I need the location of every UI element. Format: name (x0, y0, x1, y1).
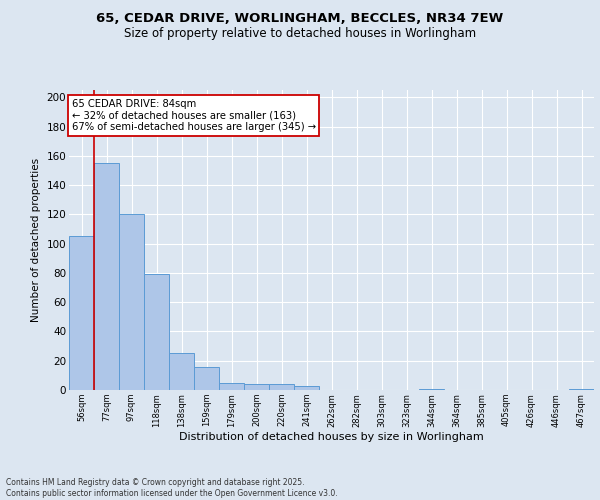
Bar (219, 382, 244, 390)
Text: 65, CEDAR DRIVE, WORLINGHAM, BECCLES, NR34 7EW: 65, CEDAR DRIVE, WORLINGHAM, BECCLES, NR… (97, 12, 503, 26)
Bar (119, 214, 144, 390)
Text: Contains HM Land Registry data © Crown copyright and database right 2025.
Contai: Contains HM Land Registry data © Crown c… (6, 478, 338, 498)
Bar (419, 388, 444, 390)
X-axis label: Distribution of detached houses by size in Worlingham: Distribution of detached houses by size … (179, 432, 484, 442)
Y-axis label: Number of detached properties: Number of detached properties (31, 158, 41, 322)
Bar (94, 163, 119, 390)
Bar (169, 354, 194, 390)
Bar (294, 386, 319, 390)
Text: Size of property relative to detached houses in Worlingham: Size of property relative to detached ho… (124, 28, 476, 40)
Bar (569, 388, 594, 390)
Text: 65 CEDAR DRIVE: 84sqm
← 32% of detached houses are smaller (163)
67% of semi-det: 65 CEDAR DRIVE: 84sqm ← 32% of detached … (71, 99, 316, 132)
Bar (244, 384, 269, 390)
Bar (194, 366, 219, 390)
Bar (69, 236, 94, 390)
Bar (269, 384, 294, 390)
Bar (144, 274, 169, 390)
